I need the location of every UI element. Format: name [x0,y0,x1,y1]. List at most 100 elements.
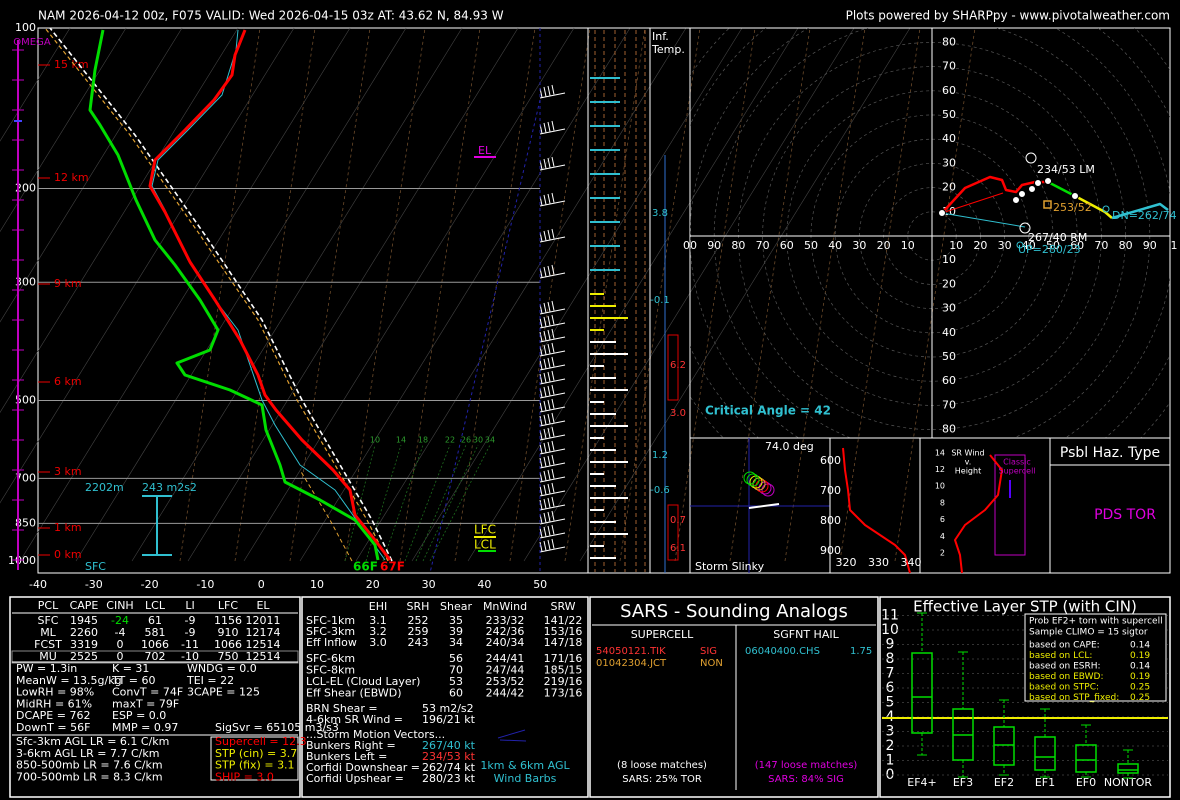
panel-frame [9,596,301,798]
storm-motion: Corfidi Downshear = [306,761,420,774]
pressure-label: 700 [15,471,36,484]
kin-cell: Eff Shear (EBWD) [306,687,402,700]
wind-barb [543,302,547,313]
hodo-tick: 50 [1046,239,1060,252]
parcel-header: LCL [145,599,166,612]
hazard-title: Psbl Haz. Type [1060,445,1160,461]
wind-barb [543,194,547,205]
adiabat [289,27,371,562]
height-label: 9 km [54,277,82,290]
hodo-trace [941,175,1048,214]
stp-tick: 8 [886,651,895,667]
kin-header: SRH [407,600,430,613]
height-label: 15 km [54,58,89,71]
wind-barb [551,384,555,395]
hodo-tick: 70 [942,60,956,73]
sars-loose: (8 loose matches) [617,760,707,771]
hodo-tick: 30 [942,302,956,315]
wind-barb [547,329,551,340]
wind-barb [543,372,547,383]
wind-barb [539,476,566,483]
isotherm [299,27,631,562]
eff-srh: 243 m2s2 [142,481,197,494]
wind-barb [551,524,555,535]
wind-barb [551,538,555,549]
stp-tick: 9 [886,637,895,653]
lapse-rate: 700-500mb LR = 8.3 C/km [16,770,163,783]
lm-label: 234/53 LM [1037,163,1095,176]
sfc-dewpoint: 66F [353,560,378,574]
sigsvr: SigSvr = 65105 m3/s3 [215,721,339,734]
inf-value: 0.7 [670,515,686,526]
wind-barb [547,385,551,396]
parcel-cell: -4 [115,626,126,639]
theta-tick: 320 [836,556,857,569]
mu-highlight [11,650,299,664]
stp-tick: 11 [881,608,899,624]
panel-frame [589,596,879,798]
mix-ratio-label: 30 [473,436,483,445]
index-box [210,736,299,781]
isotherm [579,27,911,562]
wind-barb [547,427,551,438]
parcel-cell: 702 [145,650,166,663]
pressure-label: 500 [15,394,36,407]
wind-barb [547,85,551,96]
kin-cell: SFC-1km [306,614,355,627]
sfc-temp: 67F [380,560,405,574]
hodo-tick: 1 [1171,239,1178,252]
wind-barb [551,454,555,465]
parcel-cell: 12514 [246,638,281,651]
theta-pressure: 800 [820,514,841,527]
temp-label: -40 [29,578,47,591]
lfc-label: LFC [474,523,496,537]
hodo-tick: 50 [804,239,818,252]
parcel-cell: FCST [34,638,62,651]
wind-barb [543,498,547,509]
parcel-header: CINH [106,599,133,612]
sars-hail-title: SGFNT HAIL [773,628,839,641]
pressure-label: 850 [15,516,36,529]
wind-barb [539,164,566,171]
storm-motion: 280/23 kt [422,772,476,785]
thermo-value: ESP = 0.0 [112,709,166,722]
kin-header: MnWind [483,600,527,613]
stp-tick: 2 [886,738,895,754]
wind-barb [539,236,566,243]
stp-tick: 7 [886,666,895,682]
stp-box-row: 0.19 [1130,672,1150,682]
hodo-point [1012,196,1020,204]
pressure-label: 200 [15,181,36,194]
mini-barb [499,739,527,742]
wind-barb [547,265,551,276]
height-label: 12 km [54,171,89,184]
wind-barb [551,468,555,479]
wind-barb [539,331,543,342]
srwind-tick: 6 [940,515,945,524]
kin-param: 196/21 kt [422,713,476,726]
hodo-tick: 80 [942,35,956,48]
wind-barb [539,485,543,496]
isotherm [0,27,127,233]
srwind-title: v. [965,458,972,467]
wind-barb [539,378,566,385]
srwind-tick: 2 [940,549,945,558]
stp-box-row: based on LCL: [1029,651,1092,661]
isotherm [0,27,239,413]
mixing-ratio-line [382,444,424,562]
inf-value: -0.1 [650,295,670,306]
wind-barb [543,122,547,133]
stp-tick: 10 [881,622,899,638]
adiabat [509,27,591,562]
thermo-value: LowRH = 98% [16,686,94,699]
thermo-value: 3CAPE = 125 [187,686,260,699]
sars-match: NON [700,658,723,669]
hodo-tick: 30 [852,239,866,252]
kin-cell: Eff Inflow [306,636,357,649]
wind-barb [551,228,555,239]
wind-barb [547,301,551,312]
thermo-value: DownT = 56F [16,721,90,734]
mixing-ratio-line [404,444,451,562]
wind-barb [539,415,543,426]
stp-tick: 6 [886,680,895,696]
